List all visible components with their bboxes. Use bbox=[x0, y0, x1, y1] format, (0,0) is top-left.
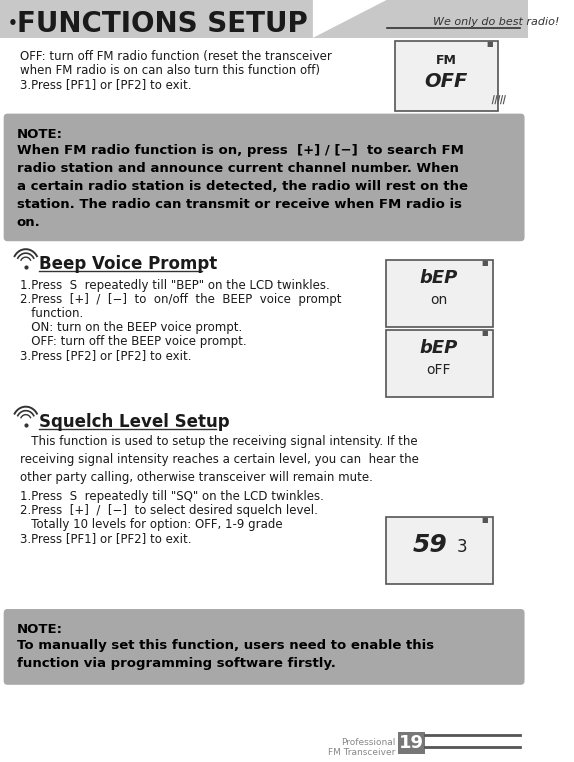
Text: ■: ■ bbox=[482, 260, 488, 266]
FancyBboxPatch shape bbox=[386, 517, 493, 584]
Text: We only do best radio!: We only do best radio! bbox=[433, 17, 559, 27]
Text: NOTE:: NOTE: bbox=[17, 127, 63, 140]
Text: This function is used to setup the receiving signal intensity. If the
receiving : This function is used to setup the recei… bbox=[20, 434, 419, 484]
Text: bEP: bEP bbox=[420, 269, 458, 287]
Text: function.: function. bbox=[20, 307, 83, 320]
FancyBboxPatch shape bbox=[395, 41, 498, 110]
FancyBboxPatch shape bbox=[3, 609, 525, 685]
Text: bEP: bEP bbox=[420, 339, 458, 357]
Text: Professional
FM Transceiver: Professional FM Transceiver bbox=[328, 738, 395, 757]
FancyBboxPatch shape bbox=[3, 114, 525, 242]
FancyBboxPatch shape bbox=[398, 732, 425, 754]
Text: 2.Press  [+]  /  [−]  to  on/off  the  BEEP  voice  prompt: 2.Press [+] / [−] to on/off the BEEP voi… bbox=[20, 293, 342, 306]
Text: when FM radio is on can also turn this function off): when FM radio is on can also turn this f… bbox=[20, 64, 320, 77]
Text: Beep Voice Prompt: Beep Voice Prompt bbox=[38, 255, 217, 273]
FancyBboxPatch shape bbox=[0, 0, 528, 38]
Text: 1.Press  S  repeatedly till "SQ" on the LCD twinkles.: 1.Press S repeatedly till "SQ" on the LC… bbox=[20, 491, 324, 504]
Text: ■: ■ bbox=[482, 330, 488, 336]
Text: Squelch Level Setup: Squelch Level Setup bbox=[38, 413, 229, 431]
Text: Totally 10 levels for option: OFF, 1-9 grade: Totally 10 levels for option: OFF, 1-9 g… bbox=[20, 518, 283, 531]
Text: To manually set this function, users need to enable this
function via programmin: To manually set this function, users nee… bbox=[17, 639, 434, 670]
Text: on: on bbox=[430, 293, 448, 307]
Polygon shape bbox=[313, 0, 386, 38]
Text: FM: FM bbox=[436, 54, 457, 67]
Text: ■: ■ bbox=[482, 517, 488, 523]
Text: ON: turn on the BEEP voice prompt.: ON: turn on the BEEP voice prompt. bbox=[20, 321, 242, 334]
Text: FUNCTIONS SETUP: FUNCTIONS SETUP bbox=[17, 10, 307, 38]
Text: 2.Press  [+]  /  [−]  to select desired squelch level.: 2.Press [+] / [−] to select desired sque… bbox=[20, 504, 318, 517]
Text: 3.Press [PF1] or [PF2] to exit.: 3.Press [PF1] or [PF2] to exit. bbox=[20, 533, 192, 546]
Text: ■: ■ bbox=[486, 41, 493, 46]
Text: 1.Press  S  repeatedly till "BEP" on the LCD twinkles.: 1.Press S repeatedly till "BEP" on the L… bbox=[20, 279, 330, 292]
Text: OFF: turn off the BEEP voice prompt.: OFF: turn off the BEEP voice prompt. bbox=[20, 335, 247, 348]
Text: 3.Press [PF1] or [PF2] to exit.: 3.Press [PF1] or [PF2] to exit. bbox=[20, 78, 192, 91]
Text: 3: 3 bbox=[457, 538, 467, 556]
FancyBboxPatch shape bbox=[386, 330, 493, 397]
Text: When FM radio function is on, press  [+] / [−]  to search FM
radio station and a: When FM radio function is on, press [+] … bbox=[17, 143, 468, 229]
Text: oFF: oFF bbox=[426, 363, 451, 377]
FancyBboxPatch shape bbox=[386, 260, 493, 327]
Text: NOTE:: NOTE: bbox=[17, 623, 63, 636]
Text: OFF: turn off FM radio function (reset the transceiver: OFF: turn off FM radio function (reset t… bbox=[20, 50, 332, 62]
Text: 19: 19 bbox=[399, 734, 424, 751]
Text: OFF: OFF bbox=[425, 72, 468, 91]
Text: 59: 59 bbox=[412, 533, 447, 557]
Text: •: • bbox=[7, 17, 17, 31]
Text: 3.Press [PF2] or [PF2] to exit.: 3.Press [PF2] or [PF2] to exit. bbox=[20, 349, 192, 362]
